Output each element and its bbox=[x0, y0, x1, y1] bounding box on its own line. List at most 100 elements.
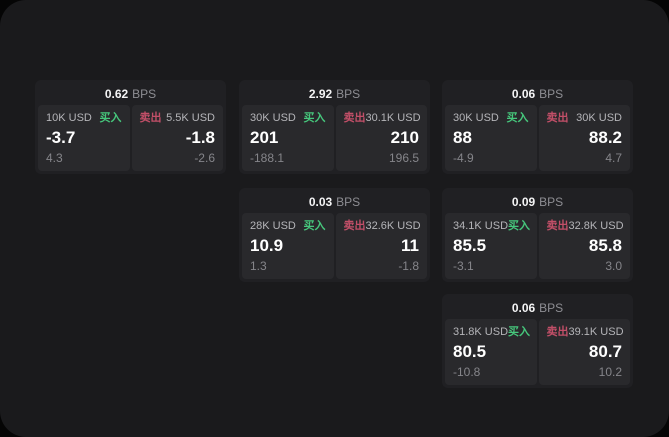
sell-sub-value: 4.7 bbox=[605, 151, 622, 165]
buy-panel[interactable]: 10K USD 买入 -3.7 4.3 bbox=[38, 105, 130, 171]
sell-price: 11 bbox=[401, 236, 419, 255]
card-header: 0.03 BPS bbox=[242, 191, 427, 213]
buy-sub-value: 4.3 bbox=[46, 151, 63, 165]
quote-card: 2.92 BPS 30K USD 买入 201 -188.1 卖出 30.1K … bbox=[239, 80, 430, 174]
bps-value: 0.09 bbox=[511, 195, 536, 209]
sell-price: -1.8 bbox=[185, 128, 215, 147]
quote-panels: 31.8K USD 买入 80.5 -10.8 卖出 39.1K USD 80.… bbox=[445, 319, 630, 385]
sell-amount: 32.6K USD bbox=[365, 220, 421, 232]
quote-card: 0.06 BPS 31.8K USD 买入 80.5 -10.8 卖出 39.1… bbox=[442, 294, 633, 388]
card-header: 0.06 BPS bbox=[445, 297, 630, 319]
buy-header-row: 10K USD 买入 bbox=[46, 112, 122, 125]
sell-amount: 30K USD bbox=[576, 112, 622, 124]
sell-header-row: 卖出 30.1K USD bbox=[343, 112, 421, 125]
sell-panel[interactable]: 卖出 32.6K USD 11 -1.8 bbox=[335, 213, 427, 279]
bps-value: 2.92 bbox=[308, 87, 333, 101]
buy-amount: 31.8K USD bbox=[453, 326, 509, 338]
buy-price: 10.9 bbox=[250, 236, 284, 255]
bps-label: BPS bbox=[539, 195, 564, 209]
sell-amount: 30.1K USD bbox=[365, 112, 421, 124]
bps-value: 0.62 bbox=[104, 87, 129, 101]
quote-card: 0.06 BPS 30K USD 买入 88 -4.9 卖出 30K USD 8… bbox=[442, 80, 633, 174]
sell-sub-value: -2.6 bbox=[194, 151, 215, 165]
buy-button[interactable]: 买入 bbox=[99, 112, 122, 124]
quote-card: 0.03 BPS 28K USD 买入 10.9 1.3 卖出 32.6K US… bbox=[239, 188, 430, 282]
buy-button[interactable]: 买入 bbox=[508, 326, 531, 338]
buy-panel[interactable]: 30K USD 买入 201 -188.1 bbox=[242, 105, 334, 171]
card-header: 0.09 BPS bbox=[445, 191, 630, 213]
sell-price: 85.8 bbox=[588, 236, 622, 255]
quote-panels: 10K USD 买入 -3.7 4.3 卖出 5.5K USD -1.8 -2.… bbox=[38, 105, 223, 171]
sell-header-row: 卖出 39.1K USD bbox=[546, 326, 624, 339]
quote-panels: 30K USD 买入 88 -4.9 卖出 30K USD 88.2 4.7 bbox=[445, 105, 630, 171]
sell-header-row: 卖出 5.5K USD bbox=[140, 112, 216, 125]
sell-button[interactable]: 卖出 bbox=[139, 112, 162, 124]
card-header: 0.06 BPS bbox=[445, 83, 630, 105]
quote-card: 0.09 BPS 34.1K USD 买入 85.5 -3.1 卖出 32.8K… bbox=[442, 188, 633, 282]
buy-panel[interactable]: 30K USD 买入 88 -4.9 bbox=[445, 105, 537, 171]
buy-button[interactable]: 买入 bbox=[303, 220, 326, 232]
sell-panel[interactable]: 卖出 32.8K USD 85.8 3.0 bbox=[538, 213, 630, 279]
sell-panel[interactable]: 卖出 5.5K USD -1.8 -2.6 bbox=[131, 105, 223, 171]
sell-header-row: 卖出 32.8K USD bbox=[546, 220, 624, 233]
bps-label: BPS bbox=[132, 87, 157, 101]
sell-button[interactable]: 卖出 bbox=[546, 220, 569, 232]
quote-card: 0.62 BPS 10K USD 买入 -3.7 4.3 卖出 5.5K USD… bbox=[35, 80, 226, 174]
buy-button[interactable]: 买入 bbox=[506, 112, 529, 124]
buy-price: -3.7 bbox=[46, 128, 76, 147]
sell-sub-value: -1.8 bbox=[398, 259, 419, 273]
quote-panels: 28K USD 买入 10.9 1.3 卖出 32.6K USD 11 -1.8 bbox=[242, 213, 427, 279]
buy-panel[interactable]: 34.1K USD 买入 85.5 -3.1 bbox=[445, 213, 537, 279]
buy-header-row: 30K USD 买入 bbox=[453, 112, 529, 125]
buy-header-row: 28K USD 买入 bbox=[250, 220, 326, 233]
sell-sub-value: 3.0 bbox=[605, 259, 622, 273]
sell-sub-value: 10.2 bbox=[598, 365, 622, 379]
sell-button[interactable]: 卖出 bbox=[546, 112, 569, 124]
sell-header-row: 卖出 32.6K USD bbox=[343, 220, 421, 233]
card-header: 0.62 BPS bbox=[38, 83, 223, 105]
sell-price: 80.7 bbox=[588, 342, 622, 361]
buy-panel[interactable]: 31.8K USD 买入 80.5 -10.8 bbox=[445, 319, 537, 385]
bps-label: BPS bbox=[539, 301, 564, 315]
bps-value: 0.06 bbox=[511, 87, 536, 101]
buy-panel[interactable]: 28K USD 买入 10.9 1.3 bbox=[242, 213, 334, 279]
buy-amount: 30K USD bbox=[453, 112, 499, 124]
buy-sub-value: 1.3 bbox=[250, 259, 267, 273]
buy-amount: 28K USD bbox=[250, 220, 296, 232]
sell-amount: 32.8K USD bbox=[568, 220, 624, 232]
bps-label: BPS bbox=[336, 87, 361, 101]
buy-sub-value: -10.8 bbox=[453, 365, 481, 379]
buy-sub-value: -3.1 bbox=[453, 259, 474, 273]
sell-sub-value: 196.5 bbox=[388, 151, 419, 165]
buy-price: 88 bbox=[453, 128, 472, 147]
sell-price: 210 bbox=[390, 128, 419, 147]
sell-amount: 5.5K USD bbox=[166, 112, 215, 124]
sell-price: 88.2 bbox=[588, 128, 622, 147]
buy-sub-value: -188.1 bbox=[250, 151, 285, 165]
sell-amount: 39.1K USD bbox=[568, 326, 624, 338]
buy-price: 85.5 bbox=[453, 236, 487, 255]
quote-panels: 34.1K USD 买入 85.5 -3.1 卖出 32.8K USD 85.8… bbox=[445, 213, 630, 279]
buy-button[interactable]: 买入 bbox=[303, 112, 326, 124]
buy-amount: 30K USD bbox=[250, 112, 296, 124]
buy-header-row: 30K USD 买入 bbox=[250, 112, 326, 125]
sell-button[interactable]: 卖出 bbox=[343, 220, 366, 232]
sell-button[interactable]: 卖出 bbox=[546, 326, 569, 338]
bps-value: 0.03 bbox=[308, 195, 333, 209]
bps-label: BPS bbox=[336, 195, 361, 209]
bps-label: BPS bbox=[539, 87, 564, 101]
card-header: 2.92 BPS bbox=[242, 83, 427, 105]
buy-price: 80.5 bbox=[453, 342, 487, 361]
buy-header-row: 34.1K USD 买入 bbox=[453, 220, 531, 233]
buy-amount: 34.1K USD bbox=[453, 220, 509, 232]
buy-button[interactable]: 买入 bbox=[508, 220, 531, 232]
sell-button[interactable]: 卖出 bbox=[343, 112, 366, 124]
sell-panel[interactable]: 卖出 30K USD 88.2 4.7 bbox=[538, 105, 630, 171]
sell-panel[interactable]: 卖出 39.1K USD 80.7 10.2 bbox=[538, 319, 630, 385]
buy-price: 201 bbox=[250, 128, 279, 147]
buy-amount: 10K USD bbox=[46, 112, 92, 124]
sell-panel[interactable]: 卖出 30.1K USD 210 196.5 bbox=[335, 105, 427, 171]
buy-header-row: 31.8K USD 买入 bbox=[453, 326, 531, 339]
